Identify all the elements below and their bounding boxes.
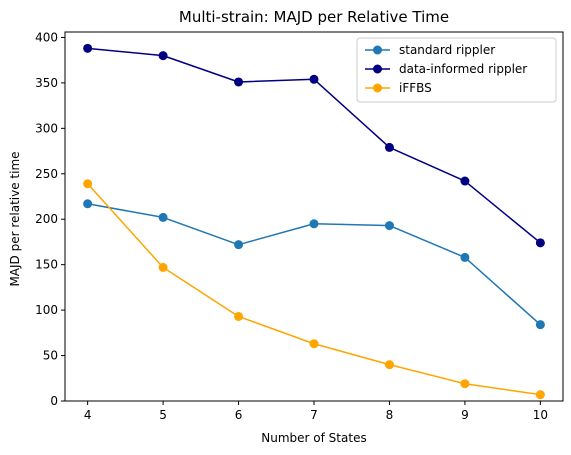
y-tick-label: 0	[50, 394, 58, 408]
legend-marker	[373, 45, 382, 55]
data-point	[309, 219, 319, 229]
y-tick-label: 100	[35, 303, 58, 317]
data-point	[234, 77, 244, 87]
legend-item: iFFBS	[365, 81, 432, 95]
data-point	[309, 339, 319, 349]
series-2	[83, 43, 545, 248]
y-tick-label: 400	[35, 30, 58, 44]
data-point	[83, 43, 93, 53]
data-point	[460, 252, 470, 262]
x-tick-label: 6	[235, 408, 243, 422]
x-tick-label: 9	[461, 408, 469, 422]
series-layer	[83, 43, 545, 400]
series-1	[83, 199, 545, 330]
data-point	[83, 179, 93, 189]
y-tick-label: 150	[35, 258, 58, 272]
legend-marker	[373, 64, 382, 74]
series-3	[83, 179, 545, 400]
data-point	[535, 390, 545, 400]
legend: standard rippler data-informed rippler iFF…	[356, 37, 557, 103]
y-tick-label: 350	[35, 76, 58, 90]
data-point	[535, 320, 545, 330]
data-point	[158, 212, 168, 222]
data-point	[460, 379, 470, 389]
y-tick-label: 300	[35, 121, 58, 135]
x-tick-label: 7	[310, 408, 318, 422]
x-axis-label: Number of States	[261, 431, 366, 445]
data-point	[158, 51, 168, 61]
y-tick-label: 200	[35, 212, 58, 226]
data-point	[158, 262, 168, 272]
x-tick-label: 10	[533, 408, 548, 422]
y-tick-label: 50	[43, 349, 58, 363]
x-tick-label: 5	[159, 408, 167, 422]
y-axis: 0 50 100 150 200 250 300 350 400	[35, 30, 65, 408]
chart-title: Multi-strain: MAJD per Relative Time	[179, 8, 449, 26]
data-point	[384, 360, 394, 370]
data-point	[309, 74, 319, 84]
x-axis: 4 5 6 7 8 9 10	[84, 401, 548, 422]
data-point	[234, 240, 244, 250]
legend-box	[356, 37, 557, 103]
legend-marker	[373, 83, 382, 93]
data-point	[384, 221, 394, 231]
data-point	[384, 142, 394, 152]
legend-label: standard rippler	[399, 43, 495, 57]
data-point	[234, 311, 244, 321]
x-tick-label: 8	[386, 408, 394, 422]
legend-item: data-informed rippler	[365, 62, 527, 76]
y-axis-label: MAJD per relative time	[8, 151, 22, 286]
legend-item: standard rippler	[365, 43, 495, 57]
data-point	[460, 176, 470, 186]
data-point	[535, 238, 545, 248]
legend-label: data-informed rippler	[399, 62, 527, 76]
legend-label: iFFBS	[399, 81, 432, 95]
data-point	[83, 199, 93, 209]
y-tick-label: 250	[35, 167, 58, 181]
x-tick-label: 4	[84, 408, 92, 422]
